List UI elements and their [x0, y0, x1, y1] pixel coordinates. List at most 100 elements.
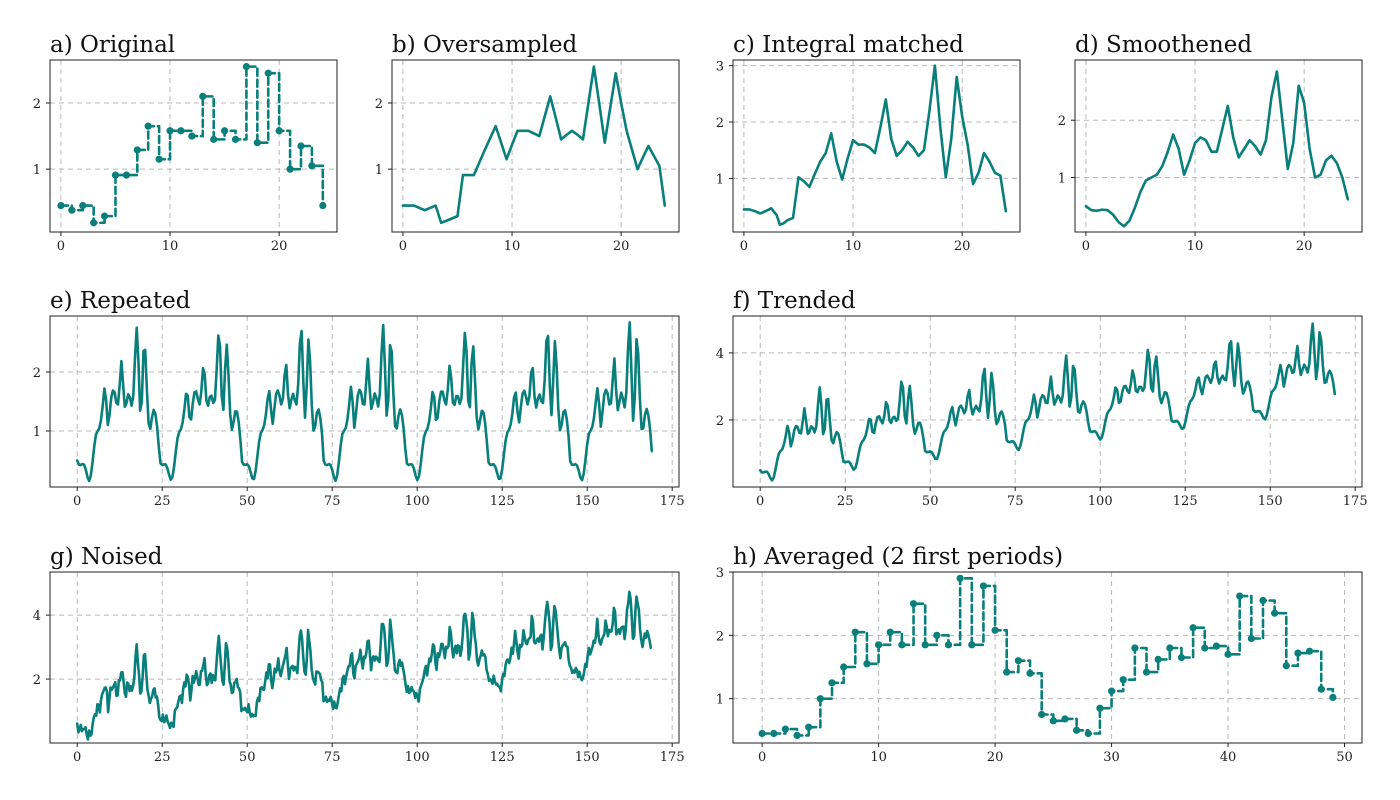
data-point — [242, 63, 251, 71]
panel-title: e) Repeated — [50, 288, 191, 314]
data-point — [1305, 647, 1314, 655]
data-point — [851, 628, 859, 636]
axes-frame — [49, 59, 338, 233]
series-line — [75, 590, 653, 741]
y-tick-label: 3 — [716, 60, 724, 75]
data-point — [1271, 609, 1279, 617]
data-point — [1107, 687, 1116, 695]
data-point — [1247, 634, 1255, 643]
data-point — [1154, 655, 1162, 664]
data-point — [991, 626, 999, 634]
data-point — [1189, 624, 1197, 632]
y-tick-label: 3 — [716, 566, 724, 581]
y-tick-label: 2 — [33, 366, 41, 381]
panel-a: a) Original 0 10 20 1 2 — [33, 32, 338, 254]
data-point — [898, 641, 906, 649]
x-tick-label: 20 — [271, 239, 288, 254]
data-point — [1294, 649, 1302, 657]
data-point — [1212, 642, 1220, 650]
x-tick-label: 0 — [758, 750, 766, 765]
data-point — [122, 171, 130, 179]
x-tick-label: 20 — [987, 750, 1004, 765]
panel-e: e) Repeated 0 25 50 75 100 125 150 175 1 2 — [33, 288, 685, 509]
data-point — [781, 725, 790, 733]
axes-frame — [391, 59, 680, 233]
x-tick-label: 0 — [73, 750, 81, 765]
data-point — [1084, 729, 1092, 738]
data-point — [286, 165, 294, 173]
x-tick-label: 0 — [756, 494, 764, 509]
data-point — [1061, 715, 1069, 723]
series-line — [59, 65, 325, 225]
data-point — [1096, 704, 1104, 712]
data-point — [166, 127, 174, 135]
data-point — [275, 127, 283, 135]
axes-frame — [1074, 59, 1363, 233]
y-tick-label: 2 — [716, 629, 724, 644]
data-point — [921, 641, 929, 649]
x-tick-label: 10 — [1187, 239, 1204, 254]
data-point — [319, 201, 327, 210]
data-point — [1049, 717, 1057, 725]
y-tick-label: 1 — [33, 425, 41, 440]
data-point — [1177, 653, 1186, 662]
x-tick-label: 75 — [324, 494, 341, 509]
data-point — [144, 122, 152, 130]
y-tick-label: 2 — [33, 673, 41, 688]
data-point — [1119, 676, 1127, 684]
y-tick-label: 1 — [375, 163, 383, 178]
data-point — [805, 723, 813, 731]
axes-frame — [732, 571, 1363, 744]
x-tick-label: 10 — [162, 239, 179, 254]
x-tick-label: 25 — [154, 494, 171, 509]
x-tick-label: 100 — [405, 494, 430, 509]
panel-title: h) Averaged (2 first periods) — [733, 544, 1063, 570]
y-tick-label: 1 — [716, 172, 724, 187]
data-point — [1038, 710, 1046, 719]
data-point — [68, 206, 76, 214]
x-tick-label: 50 — [1336, 750, 1353, 765]
data-point — [155, 155, 163, 163]
series-line — [760, 577, 1335, 737]
data-point — [1282, 662, 1290, 670]
x-tick-label: 75 — [324, 750, 341, 765]
x-tick-label: 25 — [837, 494, 854, 509]
data-point — [1131, 644, 1139, 652]
x-tick-label: 20 — [1296, 239, 1313, 254]
data-point — [979, 582, 988, 590]
data-point — [210, 135, 218, 143]
data-point — [308, 162, 316, 170]
data-point — [177, 127, 185, 135]
data-point — [933, 631, 941, 639]
data-point — [1142, 668, 1151, 676]
series-line — [758, 322, 1337, 482]
x-tick-label: 100 — [1088, 494, 1113, 509]
y-tick-label: 1 — [1058, 172, 1066, 187]
data-point — [79, 201, 87, 210]
y-tick-label: 4 — [716, 347, 724, 362]
panel-title: g) Noised — [50, 544, 163, 570]
y-tick-label: 2 — [716, 414, 724, 429]
data-point — [886, 628, 894, 636]
x-tick-label: 10 — [870, 750, 887, 765]
panel-title: f) Trended — [733, 288, 856, 314]
axes-frame — [732, 315, 1363, 488]
data-point — [221, 127, 229, 135]
data-point — [1329, 693, 1337, 702]
data-point — [816, 695, 824, 703]
data-point — [956, 574, 964, 582]
data-point — [770, 729, 778, 738]
series-line — [742, 64, 1008, 226]
data-point — [1014, 657, 1022, 665]
panel-title: c) Integral matched — [733, 32, 964, 58]
data-point — [909, 600, 918, 608]
data-point — [1166, 644, 1174, 652]
data-point — [840, 663, 848, 671]
data-point — [1224, 650, 1232, 658]
axes-frame — [49, 571, 680, 744]
series-line — [401, 65, 667, 225]
y-tick-label: 2 — [716, 116, 724, 131]
data-point — [1259, 596, 1267, 605]
x-tick-label: 50 — [239, 494, 256, 509]
